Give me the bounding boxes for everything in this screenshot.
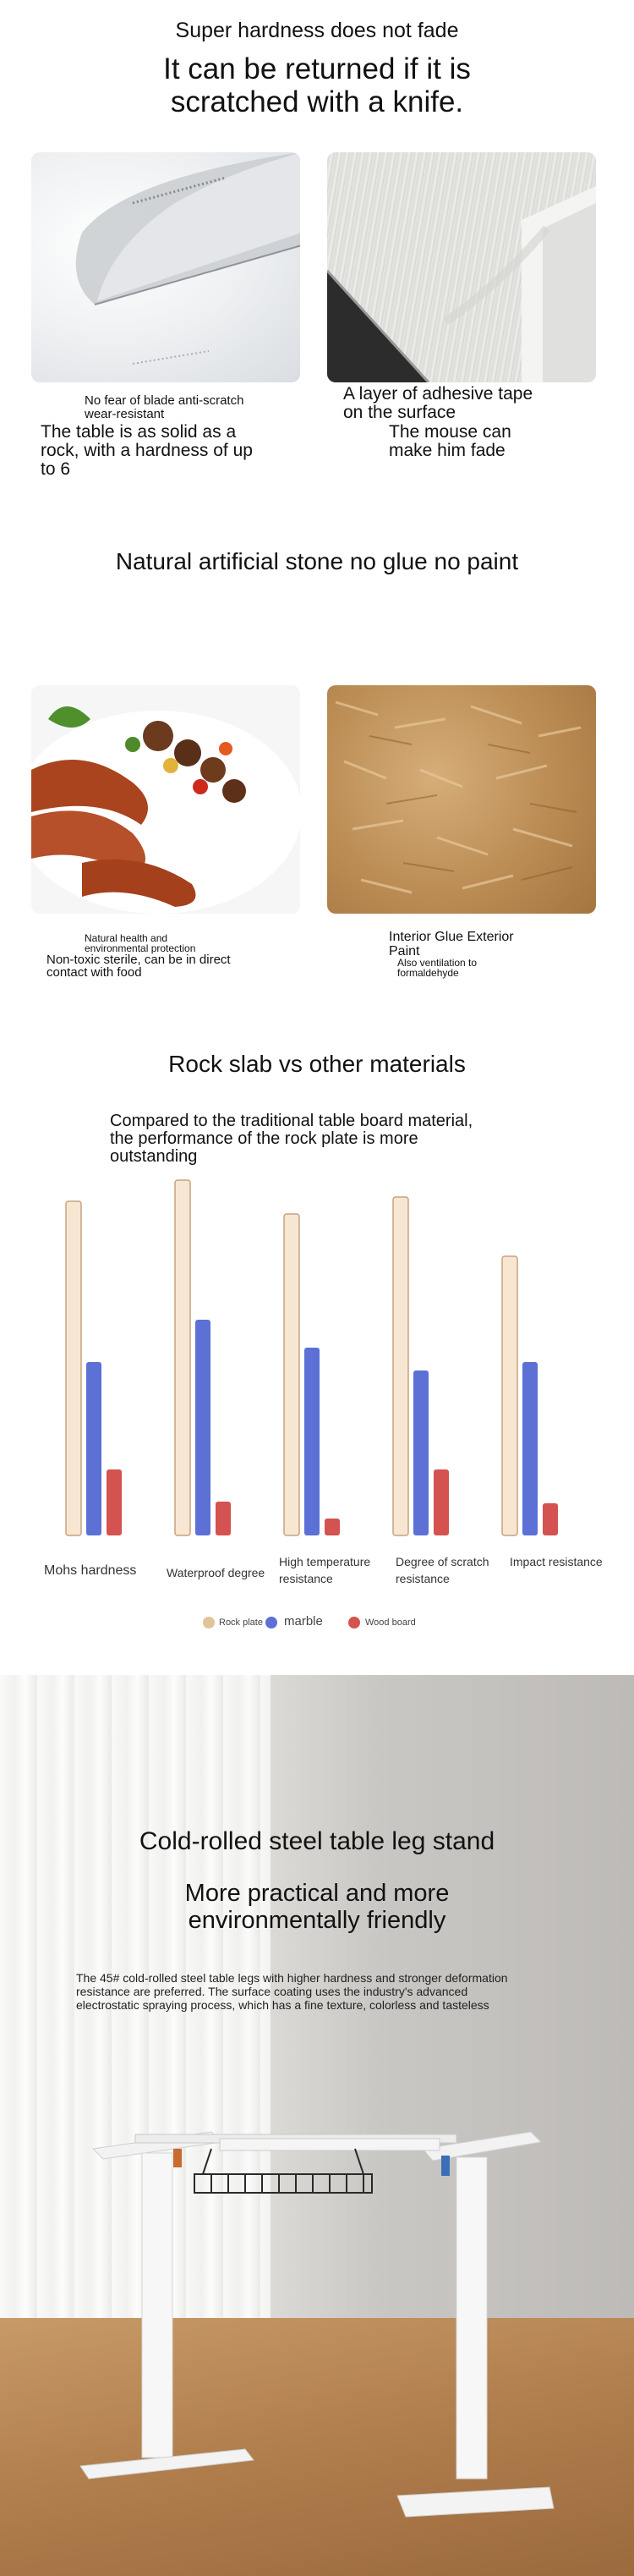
category-label: Waterproof degree: [167, 1564, 265, 1581]
section1-headline: It can be returned if it is scratched wi…: [0, 52, 634, 118]
board-caption-large: Interior Glue Exterior Paint: [389, 930, 514, 958]
knife-caption-small: No fear of blade anti-scratch wear-resis…: [85, 394, 243, 421]
knife-scratch-photo: [31, 152, 300, 382]
particle-board-photo: [327, 685, 596, 914]
curtain-background: [0, 1675, 271, 2369]
caption-line: environmental protection: [85, 942, 196, 954]
category-label-line: Waterproof degree: [167, 1566, 265, 1579]
category-label: Mohs hardness: [44, 1563, 136, 1579]
bar-wood-board-4: [434, 1469, 449, 1535]
food-caption-small: Natural health and environmental protect…: [85, 933, 195, 953]
bar-wood-board-1: [107, 1469, 122, 1535]
knife-illustration: [75, 152, 300, 365]
food-photo: [31, 685, 300, 914]
table-leg-section: [0, 1675, 634, 2576]
category-label-line: Impact resistance: [510, 1555, 603, 1568]
caption-line: rock, with a hardness of up: [41, 441, 253, 460]
section3-title: Rock slab vs other materials: [168, 1051, 466, 1077]
bar-marble-2: [195, 1320, 210, 1535]
legend-label: Wood board: [365, 1618, 416, 1628]
caption-line: formaldehyde: [397, 967, 459, 979]
category-label-line: resistance: [279, 1572, 333, 1585]
caption-line: The table is as solid as a: [41, 422, 237, 442]
category-label-line: High temperature: [279, 1555, 371, 1568]
section4-subtitle: More practical and more environmentally …: [0, 1880, 634, 1934]
legend-dot-marble: [265, 1617, 277, 1629]
bar-wood-board-2: [216, 1502, 231, 1535]
caption-line: Non-toxic sterile, can be in direct: [46, 953, 231, 967]
caption-line: wear-resistant: [85, 407, 165, 421]
caption-line: Natural health and: [85, 932, 168, 944]
bar-marble-3: [304, 1348, 320, 1535]
section4-title: Cold-rolled steel table leg stand: [139, 1827, 495, 1855]
sausage-plate-illustration: [31, 706, 300, 914]
bar-marble-4: [413, 1370, 429, 1535]
chart-subtitle: Compared to the traditional table board …: [110, 1112, 549, 1166]
category-label-line: resistance: [396, 1572, 450, 1585]
category-label: Impact resistance: [510, 1553, 603, 1570]
category-label: High temperature resistance: [279, 1553, 370, 1587]
bar-rock-plate-5: [501, 1255, 518, 1536]
subtitle-line: the performance of the rock plate is mor…: [110, 1129, 418, 1148]
table-frame-illustration: [79, 2131, 555, 2518]
wood-floor-background: [0, 2318, 634, 2576]
legend-label: marble: [284, 1614, 323, 1629]
bar-rock-plate-2: [174, 1179, 191, 1536]
category-label-line: Mohs hardness: [44, 1563, 137, 1578]
bar-rock-plate-3: [283, 1213, 300, 1536]
caption-line: make him fade: [389, 441, 506, 460]
description-line: electrostatic spraying process, which ha…: [76, 1998, 489, 2012]
section2-title: Natural artificial stone no glue no pain…: [115, 548, 519, 574]
subtitle-line: environmentally friendly: [188, 1907, 446, 1934]
caption-line: Also ventilation to: [397, 957, 478, 969]
section4-description: The 45# cold-rolled steel table legs wit…: [76, 1971, 583, 2012]
table-edge-illustration: [327, 186, 596, 382]
description-line: resistance are preferred. The surface co…: [76, 1985, 468, 1998]
subtitle-line: More practical and more: [184, 1880, 450, 1907]
tape-caption-bottom: The mouse can make him fade: [389, 423, 511, 460]
adhesive-tape-photo: [327, 152, 596, 382]
legend-label: Rock plate: [219, 1618, 263, 1628]
description-line: The 45# cold-rolled steel table legs wit…: [76, 1971, 508, 1985]
caption-line: The mouse can: [389, 422, 511, 442]
caption-line: on the surface: [343, 403, 456, 422]
bar-wood-board-3: [325, 1519, 340, 1535]
caption-line: contact with food: [46, 965, 142, 980]
board-caption-small: Also ventilation to formaldehyde: [397, 958, 477, 978]
tape-caption-top: A layer of adhesive tape on the surface: [343, 385, 533, 422]
subtitle-line: outstanding: [110, 1147, 198, 1166]
caption-line: to 6: [41, 459, 71, 479]
category-label-line: Degree of scratch: [396, 1555, 489, 1568]
headline-line: scratched with a knife.: [170, 85, 464, 118]
bar-marble-1: [86, 1362, 101, 1535]
caption-line: A layer of adhesive tape: [343, 384, 533, 404]
bar-rock-plate-1: [65, 1200, 82, 1536]
caption-line: No fear of blade anti-scratch: [85, 393, 244, 408]
headline-line: It can be returned if it is: [163, 52, 471, 85]
legend-dot-rock-plate: [203, 1617, 215, 1629]
food-caption-large: Non-toxic sterile, can be in direct cont…: [46, 953, 231, 979]
knife-caption-large: The table is as solid as a rock, with a …: [41, 423, 253, 479]
legend-dot-wood-board: [348, 1617, 360, 1629]
subtitle-line: Compared to the traditional table board …: [110, 1112, 473, 1130]
category-label: Degree of scratch resistance: [396, 1553, 489, 1587]
section1-kicker: Super hardness does not fade: [175, 19, 459, 42]
caption-line: Paint: [389, 944, 420, 958]
comparison-bar-chart: [65, 1179, 558, 1536]
bar-marble-5: [522, 1362, 538, 1535]
bar-wood-board-5: [543, 1503, 558, 1535]
caption-line: Interior Glue Exterior: [389, 930, 514, 944]
bar-rock-plate-4: [392, 1196, 409, 1536]
board-texture: [335, 700, 582, 894]
